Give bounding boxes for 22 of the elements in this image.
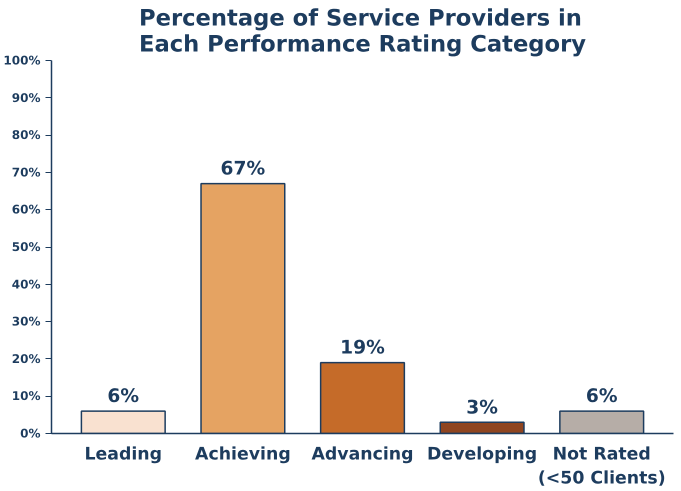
y-tick-label: 60% (12, 202, 41, 217)
y-tick-label: 20% (12, 352, 41, 366)
data-label: 6% (107, 386, 140, 408)
y-tick-label: 50% (12, 240, 41, 254)
x-tick-label: Developing (427, 444, 538, 464)
x-tick-label: Not Rated (<50 Clients) (538, 444, 666, 488)
data-label: 3% (466, 397, 498, 418)
x-tick-label: Achieving (195, 444, 291, 464)
y-tick-label: 10% (12, 389, 41, 404)
chart-title: Percentage of Service Providers in Each Performance Rating Category (138, 6, 586, 58)
y-tick-label: 30% (12, 314, 41, 329)
x-tick-label: Advancing (311, 444, 414, 464)
data-label: 6% (586, 386, 618, 408)
data-label: 67% (220, 158, 266, 180)
x-tick-label: Leading (84, 444, 162, 464)
y-tick-label: 40% (12, 277, 41, 292)
y-tick-label: 90% (12, 90, 41, 105)
y-tick-label: 70% (12, 165, 41, 180)
data-label: 19% (340, 338, 386, 359)
y-tick-label: 80% (12, 128, 41, 142)
y-tick-label: 0% (20, 426, 40, 440)
y-tick-label: 100% (3, 54, 41, 68)
